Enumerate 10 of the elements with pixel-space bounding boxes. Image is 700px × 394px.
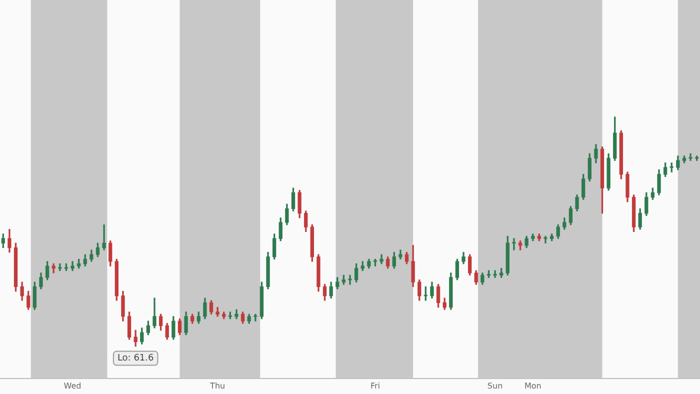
x-tick-label: Fri	[370, 381, 380, 390]
candlestick	[544, 236, 548, 244]
candlestick	[512, 238, 516, 250]
x-tick-label: Thu	[209, 381, 226, 390]
x-tick-label: Wed	[64, 381, 82, 390]
x-tick-label: Sun	[487, 381, 503, 390]
x-tick-label: Mon	[524, 381, 542, 390]
annotation: Lo: 61.6	[117, 354, 154, 364]
candlestick	[493, 270, 497, 278]
candlestick	[688, 153, 692, 161]
